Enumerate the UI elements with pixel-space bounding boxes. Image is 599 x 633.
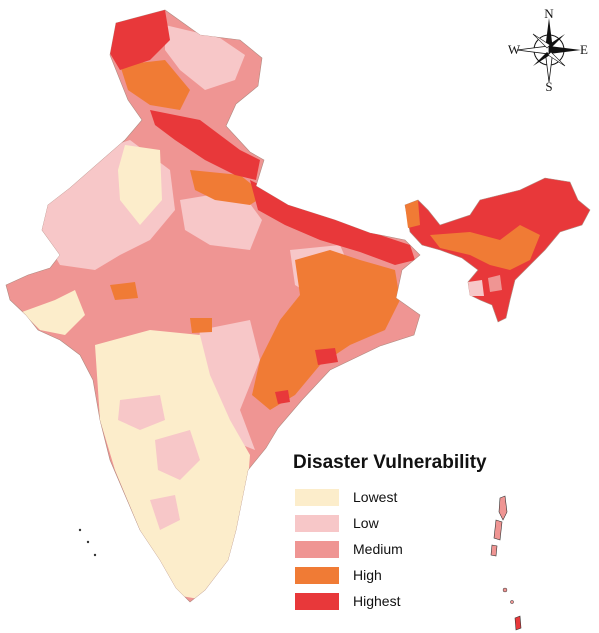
legend-label-highest: Highest <box>353 593 401 609</box>
compass-needle-nw <box>532 33 551 49</box>
compass-needle-east <box>549 46 581 54</box>
compass-north-label: N <box>544 8 554 21</box>
region-low-south-patch-3 <box>150 495 180 530</box>
compass-south-label: S <box>545 79 552 92</box>
lakshadweep-1 <box>78 528 82 532</box>
island-6 <box>514 615 522 631</box>
compass-west-label: W <box>508 42 521 57</box>
region-high-east <box>252 250 400 410</box>
legend-item-high: High <box>291 562 541 588</box>
legend-swatch-lowest <box>295 488 339 506</box>
region-low-central-south <box>195 320 260 450</box>
lakshadweep-2 <box>86 540 90 544</box>
island-3 <box>490 544 498 557</box>
legend-item-medium: Medium <box>291 536 541 562</box>
region-highest-himalaya <box>150 110 260 180</box>
legend-item-lowest: Lowest <box>291 484 541 510</box>
island-4 <box>502 587 508 593</box>
region-highest-patch-2 <box>275 390 290 404</box>
region-lowest-gujarat <box>22 290 85 335</box>
compass-needle-se <box>547 51 566 67</box>
region-high-patch-1 <box>110 282 138 300</box>
region-high-north <box>190 170 265 205</box>
island-1 <box>498 495 508 521</box>
island-2 <box>493 519 503 541</box>
legend-swatch-high <box>295 566 339 584</box>
lakshadweep-3 <box>93 553 97 557</box>
compass-needle-ne <box>548 34 565 48</box>
island-5 <box>510 600 514 604</box>
region-highest-patch-1 <box>315 348 338 365</box>
compass-east-label: E <box>580 42 588 57</box>
region-low-south-patch-1 <box>118 395 165 430</box>
legend-label-medium: Medium <box>353 541 403 557</box>
legend-swatch-highest <box>295 592 339 610</box>
map-legend: Disaster Vulnerability Lowest Low Medium… <box>291 452 541 614</box>
region-low-central <box>180 190 262 250</box>
compass-rose-icon: N S E W <box>508 8 588 92</box>
northeast-low-1 <box>468 280 484 296</box>
legend-swatch-low <box>295 514 339 532</box>
northeast-high-2 <box>405 200 420 228</box>
northeast-high-1 <box>430 225 540 270</box>
legend-label-low: Low <box>353 515 379 531</box>
andaman-nicobar-islands <box>78 495 522 631</box>
region-high-himalaya <box>120 60 190 110</box>
region-high-patch-2 <box>190 318 212 333</box>
region-low-south-patch-2 <box>155 430 200 480</box>
legend-label-lowest: Lowest <box>353 489 398 505</box>
northeast-region <box>404 177 591 323</box>
region-lowest-rajasthan <box>118 145 162 225</box>
compass-needle-west <box>516 45 550 55</box>
region-low-himalaya <box>165 25 245 90</box>
legend-title: Disaster Vulnerability <box>293 452 487 473</box>
legend-label-high: High <box>353 567 382 583</box>
northeast-medium-1 <box>488 275 502 292</box>
compass-needle-sw <box>533 52 550 66</box>
legend-item-low: Low <box>291 510 541 536</box>
legend-swatch-medium <box>295 540 339 558</box>
legend-item-highest: Highest <box>291 588 541 614</box>
region-highest-kashmir <box>100 10 170 70</box>
compass-needle-north <box>545 18 553 50</box>
